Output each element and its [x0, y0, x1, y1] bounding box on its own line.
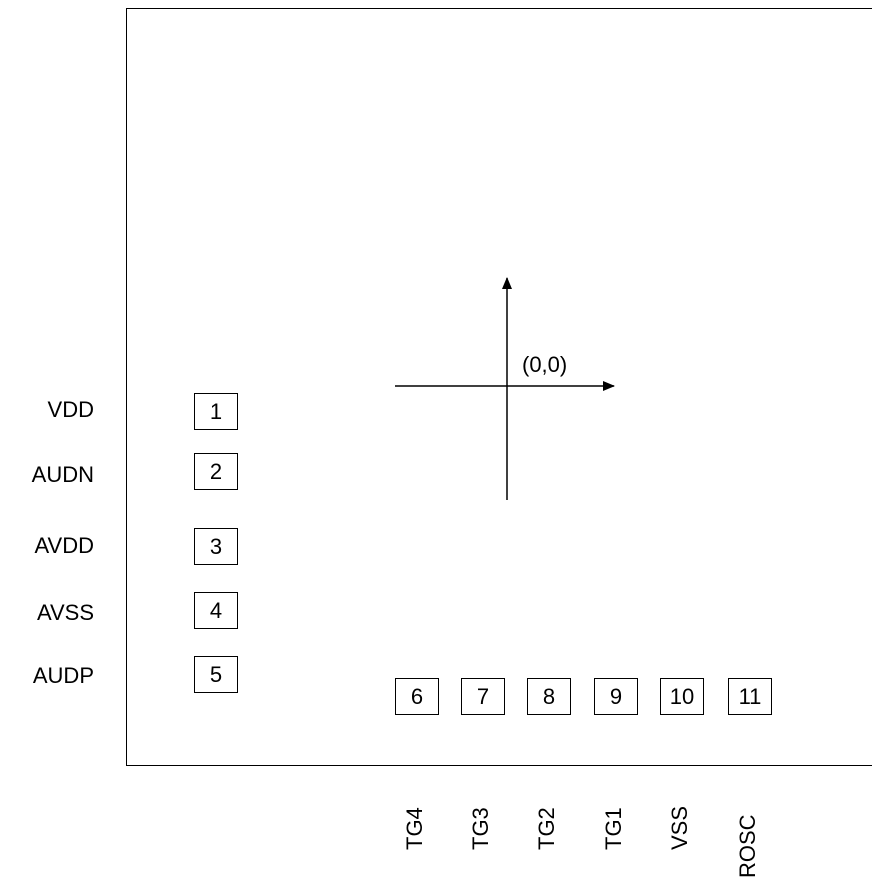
pad-2: 2: [194, 453, 238, 490]
pad-label-tg4: TG4: [402, 807, 427, 850]
pad-6: 6: [395, 678, 439, 715]
pad-label-tg3: TG3: [468, 807, 493, 850]
pad-label-vdd: VDD: [47, 397, 94, 422]
pad-3: 3: [194, 528, 238, 565]
pad-label-tg2: TG2: [534, 807, 559, 850]
pad-label-audn: AUDN: [31, 462, 94, 487]
die-outline: [126, 8, 872, 766]
pad-1: 1: [194, 393, 238, 430]
pad-label-tg1: TG1: [601, 807, 626, 850]
pad-4: 4: [194, 592, 238, 629]
pad-8: 8: [527, 678, 571, 715]
origin-label: (0,0): [522, 352, 568, 377]
pad-label-vss: VSS: [667, 805, 692, 850]
pad-5: 5: [194, 656, 238, 693]
pad-label-avdd: AVDD: [34, 533, 95, 558]
pad-7: 7: [461, 678, 505, 715]
pad-9: 9: [594, 678, 638, 715]
pad-label-audp: AUDP: [32, 663, 94, 688]
pad-label-avss: AVSS: [36, 600, 94, 625]
pad-10: 10: [660, 678, 704, 715]
pad-11: 11: [728, 678, 772, 715]
pad-label-rosc: ROSC: [735, 814, 760, 878]
